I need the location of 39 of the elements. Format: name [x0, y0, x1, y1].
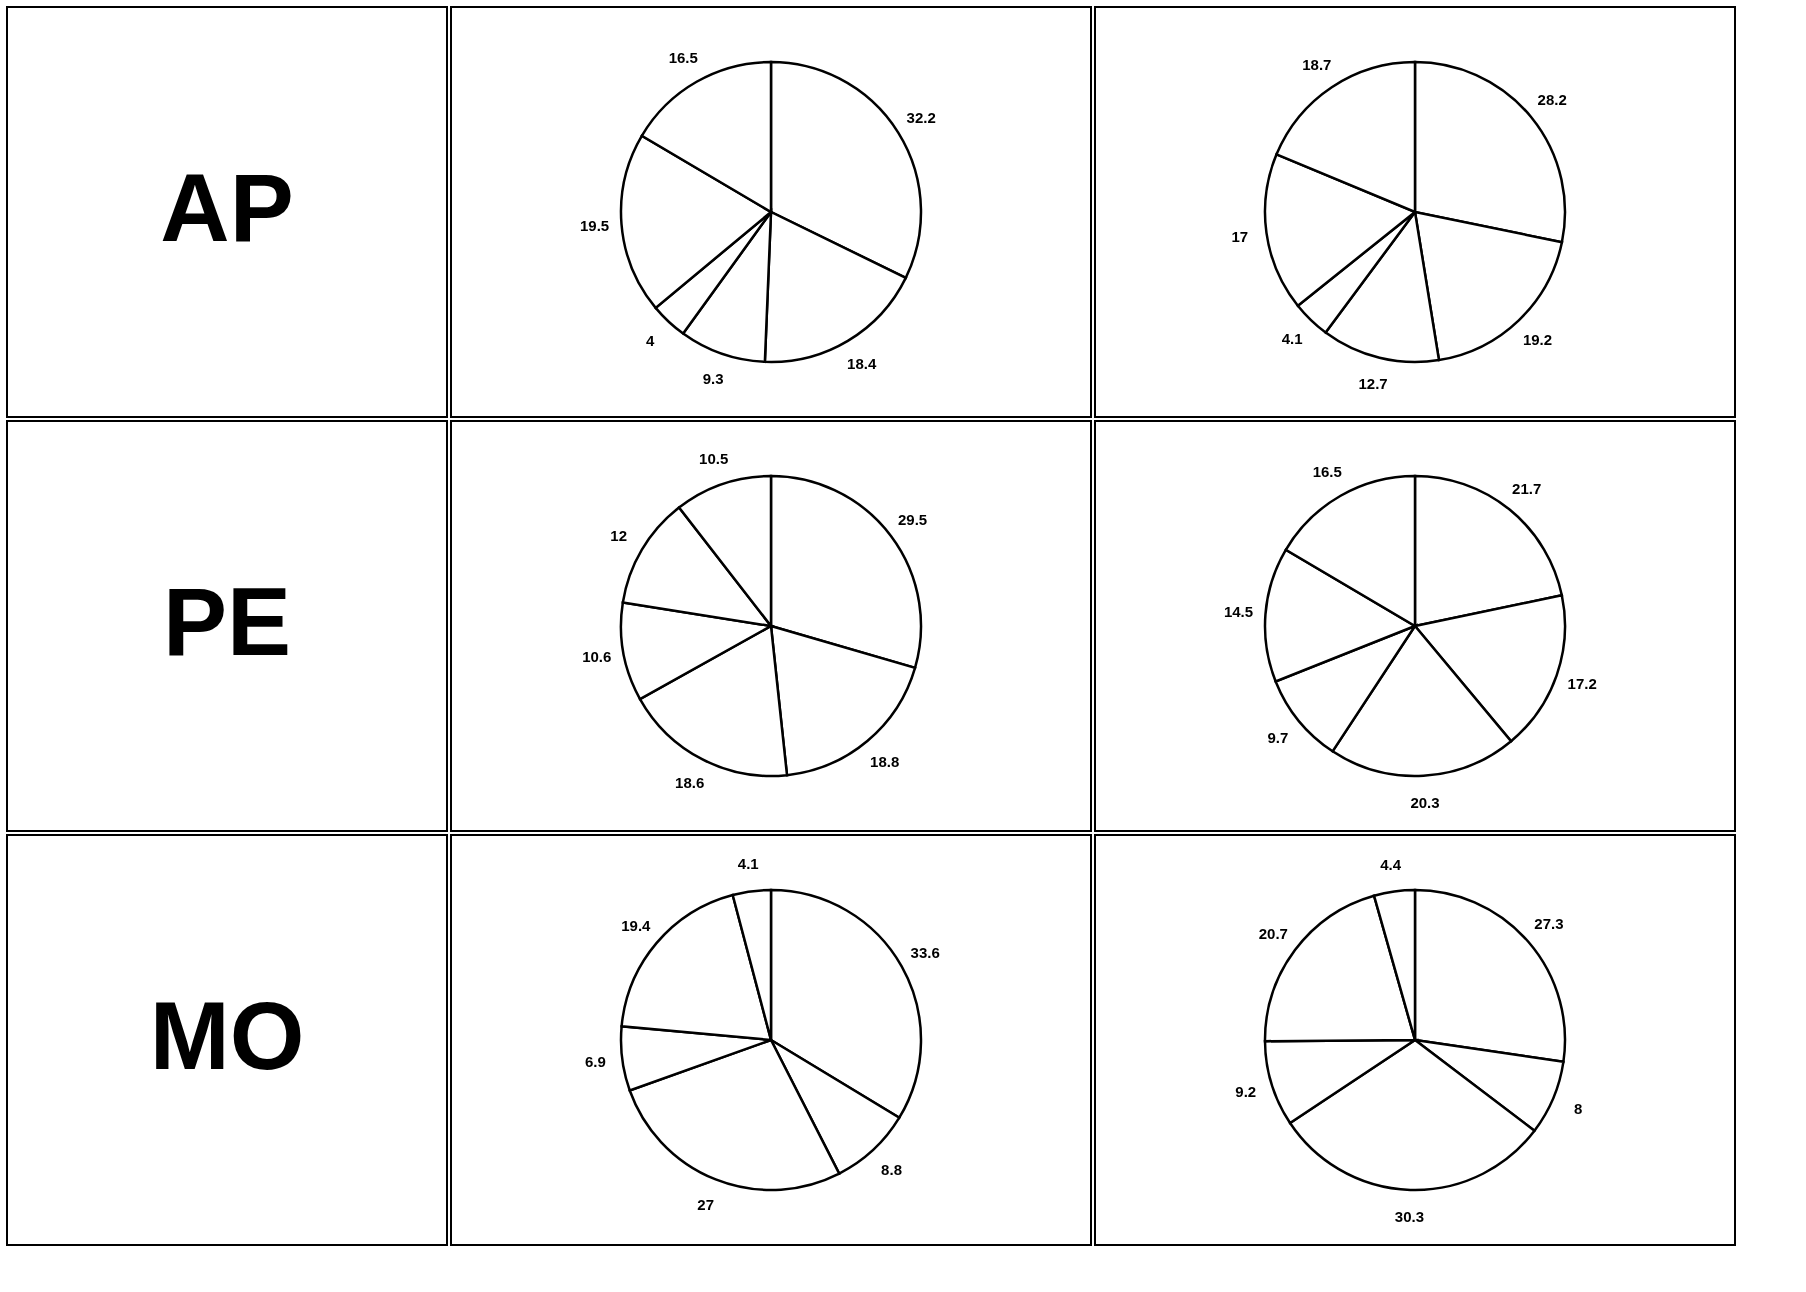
data-label: 8: [1574, 1099, 1583, 1117]
data-label: 21.7: [1512, 479, 1542, 497]
data-label: 27.3: [1534, 915, 1564, 933]
data-label: 32.2: [906, 109, 936, 127]
data-label: 18.7: [1302, 55, 1332, 73]
text: PE: [162, 568, 292, 675]
data-label: 16.5: [668, 49, 698, 67]
data-label: 29.5: [897, 510, 928, 528]
data-label: 18.6: [675, 774, 705, 792]
data-label: 4: [645, 332, 655, 350]
data-label: 12.7: [1358, 374, 1388, 392]
data-label: 27: [697, 1195, 715, 1213]
data-label: 18.8: [870, 752, 900, 770]
data-label: 4.4: [1380, 855, 1402, 873]
data-label: 8.8: [881, 1160, 902, 1178]
data-label: 28.2: [1537, 91, 1567, 109]
data-label: 9.2: [1235, 1082, 1257, 1100]
data-label: 17: [1231, 227, 1249, 245]
data-label: 9.7: [1267, 728, 1289, 746]
data-label: 16.5: [1312, 463, 1342, 481]
data-label: 18.4: [847, 355, 877, 373]
data-label: 20.7: [1258, 924, 1288, 942]
data-label: 12: [610, 526, 627, 544]
data-label: 20.3: [1410, 793, 1440, 811]
data-label: 4.1: [737, 855, 759, 873]
data-label: 33.6: [910, 944, 940, 962]
data-label: 14.5: [1223, 603, 1254, 621]
data-label: 4.1: [1281, 330, 1303, 348]
data-label: 19.4: [621, 916, 652, 934]
data-label: 30.3: [1394, 1207, 1425, 1225]
data-label: 6.9: [584, 1053, 606, 1071]
data-label: 10.6: [582, 647, 612, 665]
data-label: 19.5: [579, 217, 610, 235]
data-label: 19.2: [1522, 330, 1553, 348]
data-label: 10.5: [699, 449, 729, 467]
text: AP: [160, 154, 294, 261]
text: MO: [149, 982, 305, 1089]
data-label: 9.3: [702, 370, 724, 388]
data-label: 17.2: [1567, 675, 1597, 693]
